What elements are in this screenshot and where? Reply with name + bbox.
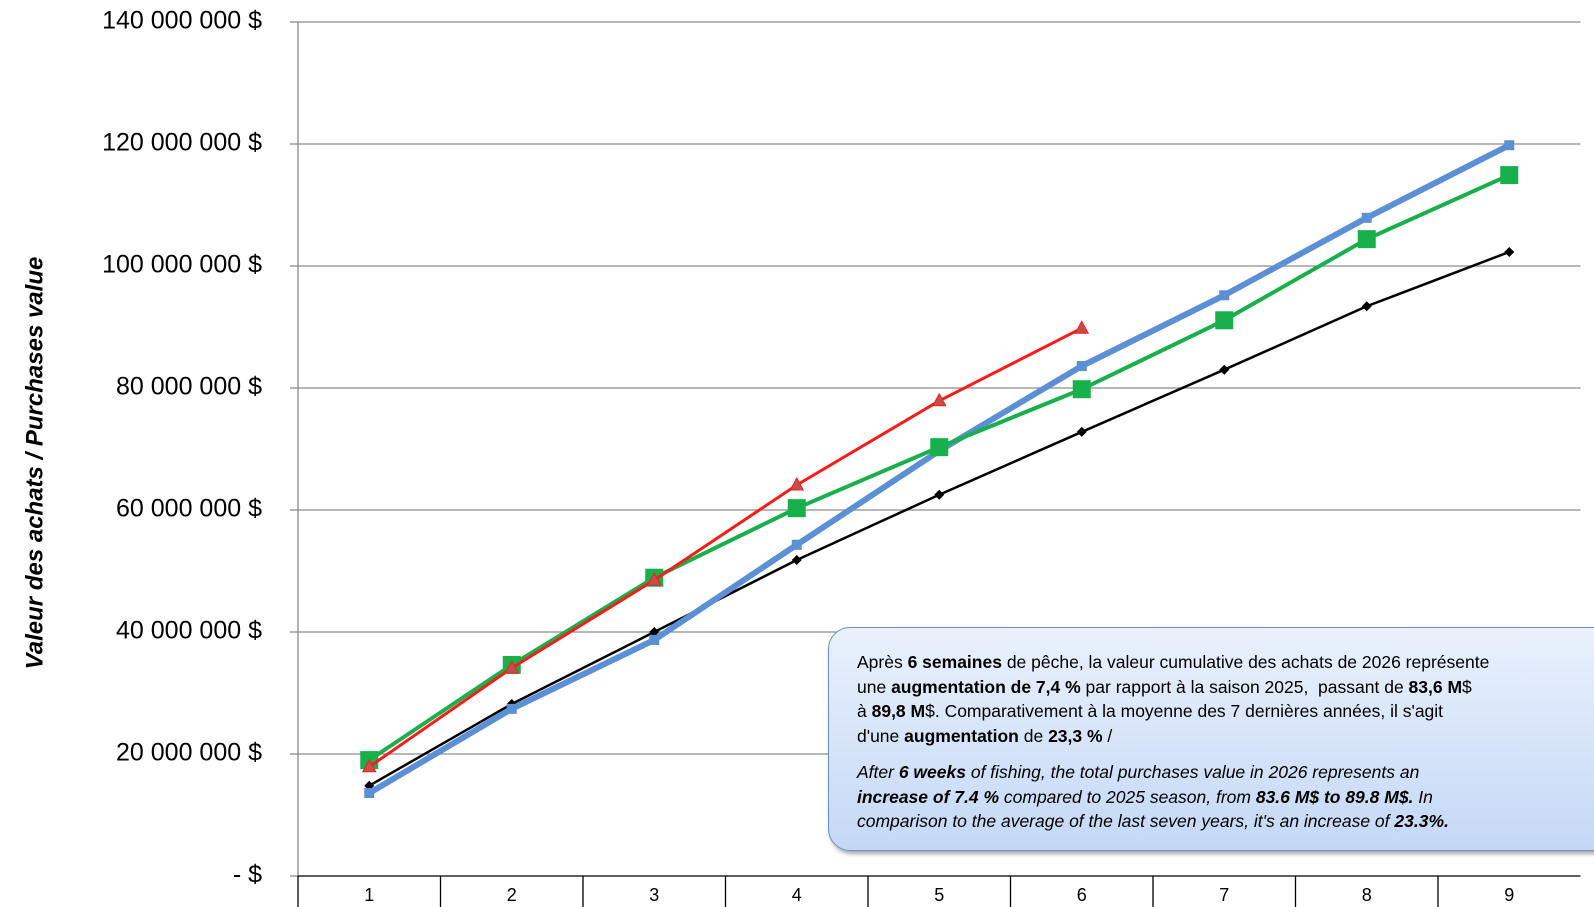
marker <box>1361 212 1372 223</box>
annotation-text: par rapport à la saison 2025, passant de <box>1080 676 1409 697</box>
annotation-text: comparison to the average of the last se… <box>857 811 1395 831</box>
annotation-text: 6 weeks <box>898 762 966 782</box>
x-tick-label: 6 <box>1077 885 1087 905</box>
marker <box>934 489 945 500</box>
annotation-text: After <box>857 762 899 782</box>
annotation-line: à 89,8 M$. Comparativement à la moyenne … <box>857 699 1594 724</box>
annotation-text: Après <box>857 652 908 672</box>
series-line <box>368 326 1083 769</box>
marker <box>1219 364 1230 375</box>
marker <box>1504 246 1515 257</box>
annotation-text: une <box>857 676 892 697</box>
marker <box>791 555 802 566</box>
marker <box>789 476 805 491</box>
annotation-text: compared to 2025 season, from <box>999 786 1256 807</box>
y-tick-label: - $ <box>233 861 262 889</box>
marker <box>1500 166 1519 185</box>
marker <box>649 627 660 637</box>
annotation-text: increase of 7.4 % <box>857 786 1000 807</box>
annotation-text: 23.3%. <box>1394 811 1449 831</box>
marker <box>1504 140 1515 151</box>
annotation-line: comparison to the average of the last se… <box>857 809 1594 834</box>
annotation-text: 89,8 M <box>871 701 926 721</box>
marker <box>1219 290 1230 301</box>
annotation-line: une augmentation de 7,4 % par rapport à … <box>857 675 1594 700</box>
y-axis-title: Valeur des achats / Purchases value <box>21 257 48 670</box>
marker <box>1357 230 1376 249</box>
x-tick-label: 4 <box>792 885 802 905</box>
marker <box>930 438 949 457</box>
marker <box>504 659 520 674</box>
y-tick-label: 80 000 000 $ <box>116 373 262 401</box>
x-tick-label: 5 <box>934 885 944 905</box>
marker <box>1072 380 1091 399</box>
annotation-line: After 6 weeks of fishing, the total purc… <box>857 760 1594 785</box>
annotation-text: d'une <box>857 725 905 746</box>
marker <box>787 499 806 518</box>
annotation-text: à <box>857 701 872 721</box>
annotation-text: de pêche, la valeur cumulative des achat… <box>1001 652 1490 672</box>
annotation-text: 83,6 M <box>1408 676 1463 697</box>
y-tick-label: 140 000 000 $ <box>102 7 262 35</box>
x-tick-label: 3 <box>649 885 659 905</box>
marker <box>1215 311 1234 330</box>
annotation-text: de <box>1018 725 1049 746</box>
annotation-text: augmentation <box>904 725 1019 746</box>
annotation-text: $ <box>1462 676 1472 697</box>
annotation-text: 6 semaines <box>907 652 1002 672</box>
annotation-line: d'une augmentation de 23,3 % / <box>857 724 1594 749</box>
marker <box>361 758 377 773</box>
y-tick-label: 100 000 000 $ <box>102 251 262 279</box>
x-tick-label: 1 <box>364 885 374 905</box>
annotation-text: of fishing, the total purchases value in… <box>965 762 1420 782</box>
marker <box>1076 426 1087 437</box>
marker <box>1074 320 1090 334</box>
marker <box>506 703 517 714</box>
x-tick-label: 7 <box>1219 885 1229 905</box>
annotation-text: / <box>1102 725 1113 746</box>
y-tick-label: 120 000 000 $ <box>102 129 262 157</box>
marker <box>1361 301 1372 312</box>
x-tick-label: 8 <box>1362 885 1372 905</box>
marker <box>649 634 660 645</box>
marker <box>646 572 662 586</box>
marker <box>1076 361 1087 372</box>
x-tick-label: 9 <box>1504 885 1514 905</box>
annotation-text: In <box>1413 786 1433 807</box>
marker <box>931 392 947 407</box>
y-tick-label: 40 000 000 $ <box>116 617 262 645</box>
annotation-text: $. Comparativement à la moyenne des 7 de… <box>925 701 1444 721</box>
x-tick-label: 2 <box>507 885 517 905</box>
annotation-line: Après 6 semaines de pêche, la valeur cum… <box>857 650 1594 675</box>
y-tick-label: 20 000 000 $ <box>116 739 262 767</box>
annotation-line: increase of 7.4 % compared to 2025 seaso… <box>857 785 1594 810</box>
marker <box>791 539 802 550</box>
annotation-text: 83.6 M$ to 89.8 M$. <box>1255 786 1414 807</box>
annotation-text: 23,3 % <box>1048 725 1103 746</box>
annotation-box: Après 6 semaines de pêche, la valeur cum… <box>828 627 1594 851</box>
y-tick-label: 60 000 000 $ <box>116 495 262 523</box>
annotation-text: augmentation de 7,4 % <box>891 676 1081 697</box>
marker <box>364 788 375 799</box>
